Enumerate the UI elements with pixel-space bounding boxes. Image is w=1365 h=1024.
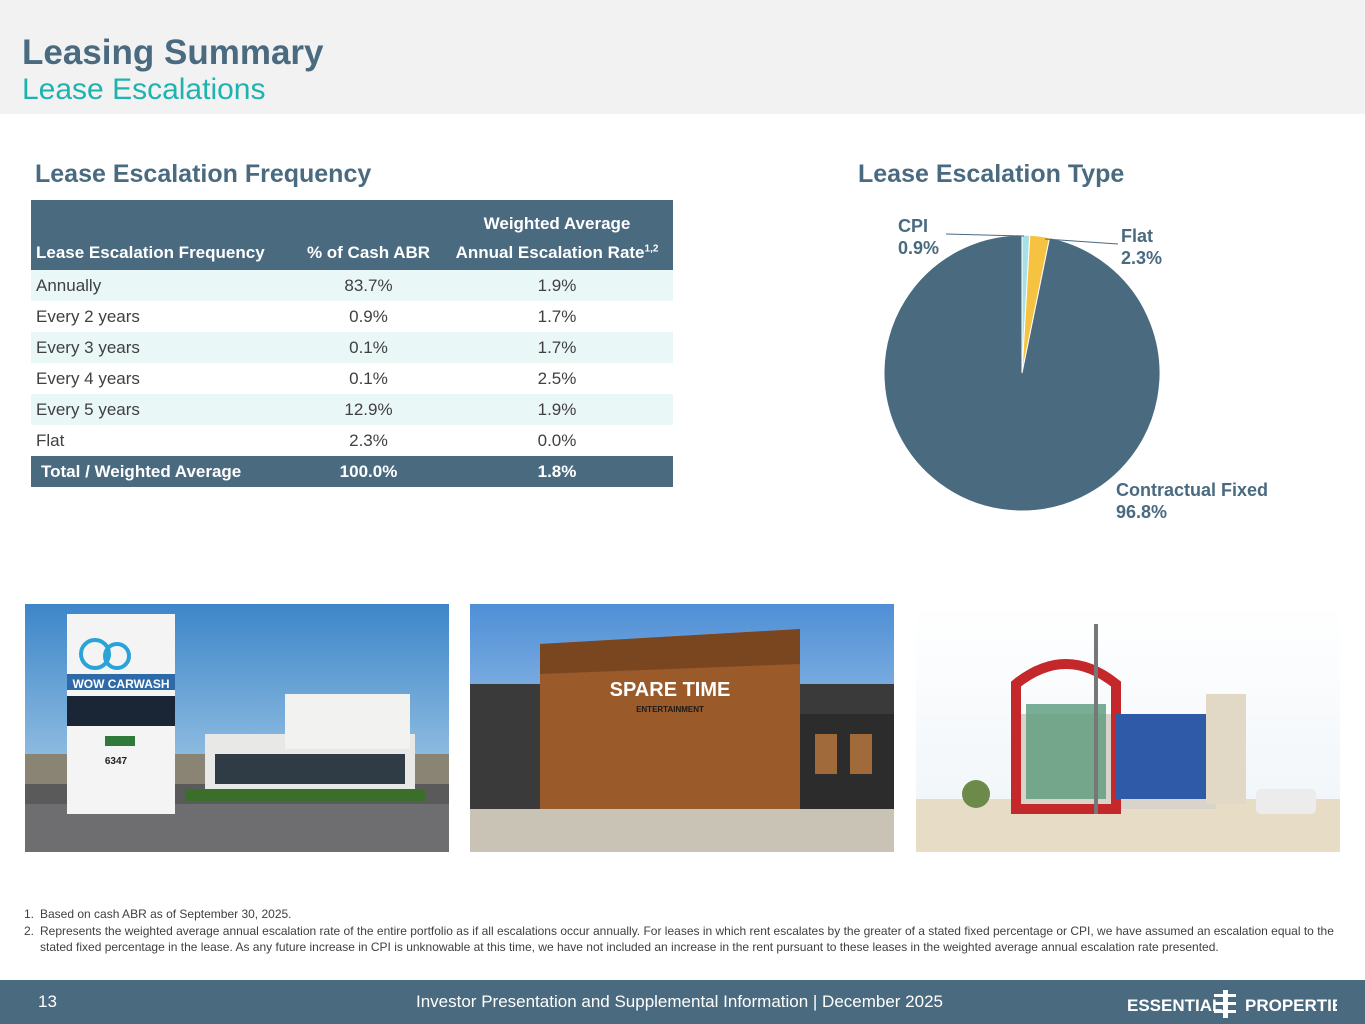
- photo-sparetime: SPARE TIME ENTERTAINMENT: [470, 604, 894, 852]
- flat-label-value: 2.3%: [1121, 248, 1163, 268]
- carwash-sign-text: WOW CARWASH: [72, 677, 169, 691]
- footer-bar: 13 Investor Presentation and Supplementa…: [0, 980, 1365, 1024]
- fixed-label: Contractual Fixed 96.8%: [1116, 479, 1268, 523]
- type-section-title: Lease Escalation Type: [858, 160, 1125, 188]
- escalation-type-pie-chart: [883, 234, 1161, 512]
- header-band: Leasing Summary Lease Escalations: [0, 0, 1365, 114]
- row-rate: 2.5%: [537, 368, 577, 388]
- table-row: Flat 2.3% 0.0%: [31, 425, 673, 456]
- cpi-leader-line: [945, 233, 1025, 237]
- row-label: Every 5 years: [31, 394, 296, 425]
- footnote-2-text: Represents the weighted average annual e…: [40, 924, 1334, 954]
- header-annual-rate: Annual Escalation Rate1,2: [441, 235, 673, 270]
- sparetime-sign-text: SPARE TIME: [610, 679, 731, 701]
- page-number: 13: [38, 992, 57, 1011]
- cpi-label: CPI 0.9%: [898, 215, 939, 259]
- total-pct: 100.0%: [296, 456, 441, 487]
- carwash-illustration: WOW CARWASH 6347: [25, 604, 449, 852]
- sparetime-sub-text: ENTERTAINMENT: [636, 705, 704, 714]
- cpi-label-name: CPI: [898, 216, 929, 236]
- row-rate: 1.7%: [441, 332, 673, 363]
- row-label: Every 3 years: [31, 332, 296, 363]
- page-title: Leasing Summary: [22, 33, 324, 72]
- row-label: Flat: [36, 430, 65, 450]
- row-label: Every 4 years: [36, 368, 140, 388]
- row-rate: 1.9%: [441, 270, 673, 301]
- table-row: Every 2 years 0.9% 1.7%: [31, 301, 673, 332]
- sparetime-illustration: SPARE TIME ENTERTAINMENT: [470, 604, 894, 852]
- row-pct: 0.1%: [349, 368, 388, 388]
- header-annual-rate-footnote: 1,2: [644, 242, 659, 254]
- footer-text: Investor Presentation and Supplemental I…: [416, 992, 943, 1011]
- row-rate: 1.9%: [441, 394, 673, 425]
- pie-svg: [883, 234, 1161, 512]
- row-pct: 12.9%: [296, 394, 441, 425]
- table-total-row: Total / Weighted Average 100.0% 1.8%: [31, 456, 673, 487]
- carwash-address-text: 6347: [105, 756, 128, 767]
- row-pct: 0.9%: [349, 306, 388, 326]
- logo-text-left: ESSENTIAL: [1127, 996, 1222, 1015]
- row-pct: 83.7%: [296, 270, 441, 301]
- table-header-row: Lease Escalation Frequency % of Cash ABR…: [31, 235, 673, 270]
- header-weighted-average: Weighted Average: [441, 200, 673, 235]
- photo-restaurant: [916, 604, 1340, 852]
- header-empty-2: [296, 200, 441, 235]
- pie-slice-contractual-fixed: [883, 234, 1161, 512]
- row-pct: 0.1%: [296, 332, 441, 363]
- restaurant-illustration: [916, 604, 1340, 852]
- total-label: Total / Weighted Average: [31, 456, 296, 487]
- total-rate: 1.8%: [441, 456, 673, 487]
- fixed-label-value: 96.8%: [1116, 502, 1168, 522]
- header-frequency: Lease Escalation Frequency: [31, 235, 296, 270]
- essential-properties-logo: ESSENTIAL PROPERTIES: [1127, 990, 1337, 1018]
- row-label: Every 2 years: [36, 306, 140, 326]
- cpi-label-value: 0.9%: [898, 238, 940, 258]
- table-header-row-top: Weighted Average: [31, 200, 673, 235]
- pie-leader-lines: [945, 233, 1119, 245]
- escalation-frequency-table: Weighted Average Lease Escalation Freque…: [31, 200, 673, 487]
- row-label: Annually: [31, 270, 296, 301]
- flat-label: Flat 2.3%: [1121, 225, 1162, 269]
- fixed-label-name: Contractual Fixed: [1116, 480, 1269, 500]
- header-empty-1: [31, 200, 296, 235]
- table-row: Annually 83.7% 1.9%: [31, 270, 673, 301]
- row-pct: 2.3%: [349, 430, 388, 450]
- page-subtitle: Lease Escalations: [22, 73, 266, 106]
- flat-leader-line: [1044, 238, 1119, 245]
- footnote-1-number: 1.: [24, 907, 35, 921]
- table-row: Every 4 years 0.1% 2.5%: [31, 363, 673, 394]
- logo-text-right: PROPERTIES: [1245, 996, 1337, 1015]
- header-pct-cash-abr: % of Cash ABR: [296, 235, 441, 270]
- row-rate: 0.0%: [537, 430, 577, 450]
- flat-label-name: Flat: [1121, 226, 1154, 246]
- photo-carwash: WOW CARWASH 6347: [25, 604, 449, 852]
- frequency-section-title: Lease Escalation Frequency: [35, 160, 372, 188]
- footnote-1-text: Based on cash ABR as of September 30, 20…: [40, 907, 292, 921]
- table-row: Every 3 years 0.1% 1.7%: [31, 332, 673, 363]
- row-rate: 1.7%: [537, 306, 577, 326]
- footnote-2-number: 2.: [24, 924, 35, 938]
- table-row: Every 5 years 12.9% 1.9%: [31, 394, 673, 425]
- header-annual-rate-text: Annual Escalation Rate: [455, 242, 645, 262]
